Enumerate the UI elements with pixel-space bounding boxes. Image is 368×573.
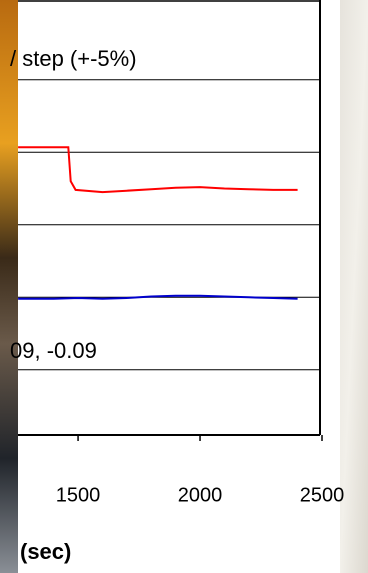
x-tick-label: 1500	[56, 484, 101, 506]
annotation: / step (+-5%)	[10, 46, 137, 71]
x-tick-label: 2500	[300, 484, 345, 506]
x-tick-label: 2000	[178, 484, 223, 506]
background-photo	[0, 0, 18, 573]
annotation: 09, -0.09	[10, 338, 97, 363]
chart: 1500 2000 2500 / step (+-5%) 09, -0.09 (se…	[0, 0, 368, 573]
x-axis-label: (sec)	[20, 539, 71, 564]
